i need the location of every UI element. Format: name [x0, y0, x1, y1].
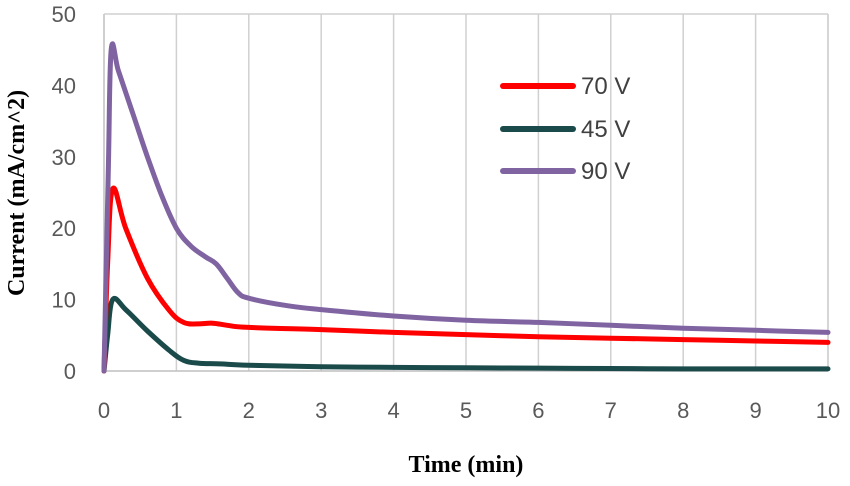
legend-label: 70 V	[581, 73, 630, 100]
y-tick-label: 10	[52, 288, 76, 313]
x-tick-label: 7	[605, 398, 617, 423]
series-line-70v	[101, 185, 831, 374]
x-tick-label: 0	[98, 398, 110, 423]
y-tick-label: 30	[52, 145, 76, 170]
y-tick-label: 20	[52, 216, 76, 241]
series-line-90v	[101, 41, 831, 374]
x-tick-label: 5	[460, 398, 472, 423]
legend-label: 45 V	[581, 116, 630, 143]
y-tick-label: 40	[52, 73, 76, 98]
y-tick-label: 0	[64, 359, 76, 384]
x-tick-label: 9	[749, 398, 761, 423]
y-tick-labels: 0 10 20 30 40 50	[52, 2, 76, 384]
x-tick-label: 3	[315, 398, 327, 423]
series-lines	[101, 41, 831, 374]
legend-label: 90 V	[581, 158, 630, 185]
series-line-45v	[101, 295, 831, 374]
x-tick-labels: 0 1 2 3 4 5 6 7 8 9 10	[98, 398, 840, 423]
vertical-gridlines	[175, 14, 829, 371]
x-tick-label: 1	[170, 398, 182, 423]
y-tick-label: 50	[52, 2, 76, 27]
x-tick-label: 4	[387, 398, 399, 423]
y-axis-title: Current (mA/cm^2)	[4, 90, 30, 296]
x-tick-label: 2	[243, 398, 255, 423]
x-tick-label: 8	[677, 398, 689, 423]
legend: 70 V 45 V 90 V	[500, 73, 630, 185]
x-axis-title: Time (min)	[409, 452, 524, 478]
x-tick-label: 10	[816, 398, 840, 423]
x-tick-label: 6	[532, 398, 544, 423]
